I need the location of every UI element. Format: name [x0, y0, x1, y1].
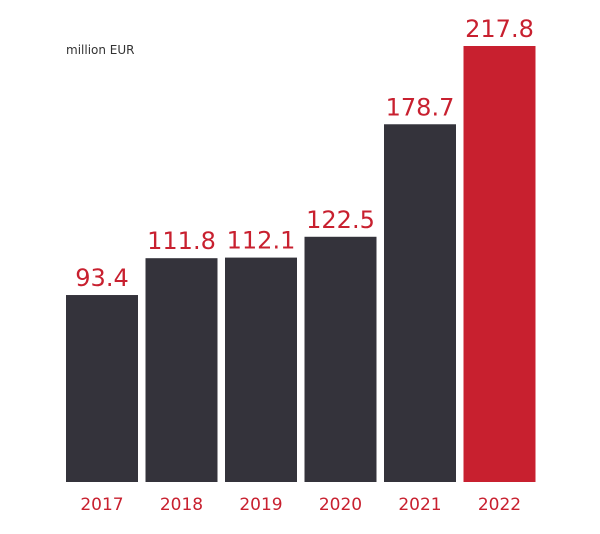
bar-2020: [304, 236, 377, 482]
x-tick-labels-group: 2017 2018 2019 2020 2021 2022: [80, 495, 521, 515]
bar-2018: [145, 258, 218, 482]
value-label-2019: 112.1: [227, 227, 296, 255]
bar-2019: [225, 257, 297, 482]
x-tick-label-2019: 2019: [239, 495, 282, 515]
x-tick-label-2018: 2018: [160, 495, 203, 515]
bar-2017: [66, 295, 138, 482]
x-tick-label-2022: 2022: [478, 495, 521, 515]
bar-2021: [384, 124, 456, 482]
y-unit-label: million EUR: [66, 43, 135, 57]
value-labels-group: 93.4 111.8 112.1 122.5 178.7 217.8: [75, 15, 534, 292]
value-label-2022: 217.8: [465, 15, 534, 43]
value-label-2021: 178.7: [386, 93, 455, 121]
bars-group: [66, 46, 536, 482]
value-label-2020: 122.5: [306, 206, 375, 234]
value-label-2017: 93.4: [75, 264, 128, 292]
x-tick-label-2021: 2021: [398, 495, 441, 515]
x-tick-label-2017: 2017: [80, 495, 123, 515]
value-label-2018: 111.8: [147, 227, 216, 255]
bar-2022: [463, 46, 536, 482]
x-tick-label-2020: 2020: [319, 495, 362, 515]
